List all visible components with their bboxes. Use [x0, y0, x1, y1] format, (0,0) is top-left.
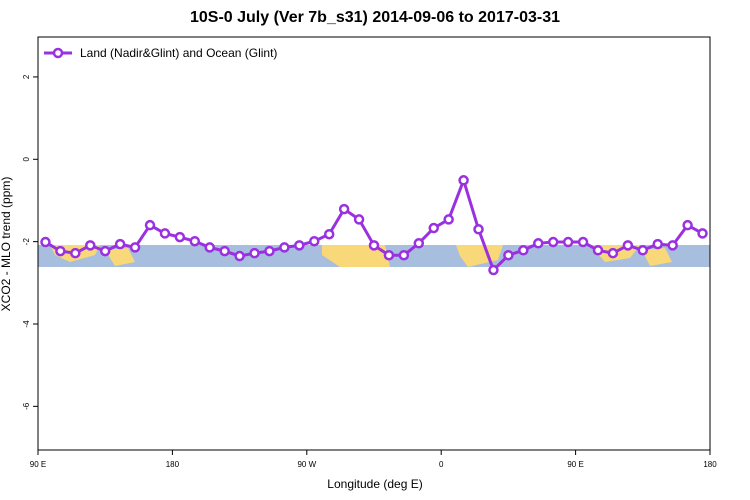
data-point	[338, 203, 350, 215]
y-tick-label: -6	[22, 402, 31, 410]
data-point	[667, 240, 678, 251]
y-tick-label: -4	[22, 320, 31, 328]
data-point	[503, 249, 514, 261]
data-point	[204, 242, 215, 253]
data-point	[682, 219, 693, 231]
data-point	[443, 214, 454, 225]
data-point	[114, 238, 126, 250]
x-tick-label: 90 E	[567, 460, 583, 469]
data-point	[264, 245, 275, 257]
data-point	[562, 236, 574, 248]
data-point	[129, 242, 141, 253]
data-point	[383, 249, 395, 261]
chart-title: 10S-0 July (Ver 7b_s31) 2014-09-06 to 20…	[190, 9, 560, 26]
plot-frame	[37, 36, 711, 451]
data-point	[294, 240, 305, 251]
data-point	[70, 247, 81, 259]
data-point	[99, 245, 111, 257]
data-point	[174, 231, 186, 243]
y-tick-label: 0	[22, 157, 31, 162]
data-point	[518, 245, 529, 256]
x-tick-label: 90 W	[297, 460, 316, 469]
data-point	[234, 250, 245, 262]
legend-marker	[52, 47, 64, 59]
data-point	[189, 235, 201, 247]
data-point	[577, 236, 589, 248]
x-tick-label: 0	[439, 460, 444, 469]
data-point	[428, 222, 439, 234]
data-point	[144, 219, 156, 231]
data-point	[368, 240, 380, 251]
data-point	[592, 245, 604, 256]
data-point	[159, 228, 171, 239]
legend-label: Land (Nadir&Glint) and Ocean (Glint)	[80, 46, 277, 60]
data-point	[323, 228, 335, 240]
data-point	[473, 224, 484, 235]
data-point	[219, 245, 230, 257]
x-tick-label: 180	[166, 460, 180, 469]
data-point	[533, 238, 544, 249]
data-point	[85, 240, 96, 251]
data-point	[309, 235, 320, 247]
y-tick-label: 2	[22, 74, 31, 79]
data-point	[249, 247, 260, 259]
y-tick-label: -2	[22, 238, 31, 246]
x-tick-label: 90 E	[30, 460, 46, 469]
data-point	[697, 228, 708, 239]
y-axis-label: XCO2 - MLO trend (ppm)	[0, 177, 13, 312]
x-axis-label: Longitude (deg E)	[327, 477, 422, 491]
data-point	[279, 242, 290, 253]
data-point	[622, 240, 634, 251]
data-point	[55, 245, 66, 257]
data-point	[353, 214, 365, 225]
data-point	[413, 238, 425, 249]
x-tick-label: 180	[703, 460, 717, 469]
data-point	[547, 236, 559, 248]
data-point	[458, 175, 469, 186]
data-point	[398, 249, 410, 261]
data-point	[607, 247, 619, 259]
data-point	[637, 245, 649, 256]
data-point	[652, 238, 663, 250]
data-point	[40, 236, 51, 248]
data-point	[488, 264, 499, 276]
